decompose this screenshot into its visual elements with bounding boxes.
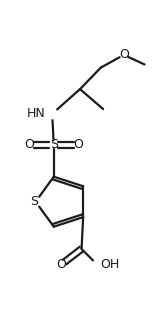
Text: HN: HN [27,107,46,120]
Text: O: O [74,138,83,151]
Text: S: S [30,195,38,208]
Text: O: O [119,48,129,61]
Text: OH: OH [101,258,120,271]
Text: O: O [24,138,34,151]
Text: O: O [56,258,66,271]
Text: S: S [50,138,58,151]
